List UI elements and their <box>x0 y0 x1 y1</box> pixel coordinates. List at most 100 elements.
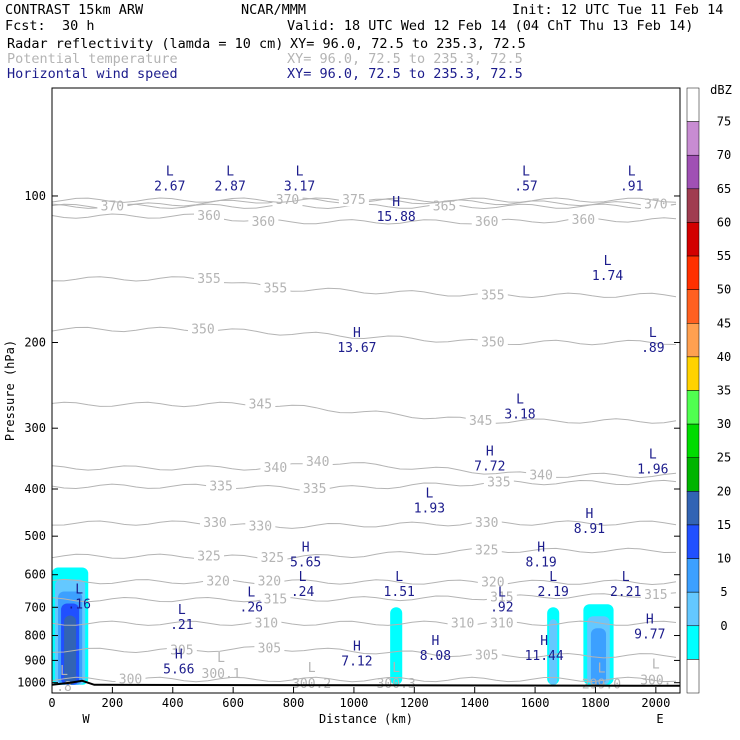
wind-extremum-marker: H <box>432 634 440 649</box>
wind-extremum-marker: L <box>649 448 657 463</box>
wind-extremum-marker: L <box>604 254 612 269</box>
y-tick-label: 300 <box>24 421 46 435</box>
theta-label-bg <box>471 515 502 530</box>
theta-contour-345 <box>51 401 677 424</box>
theta-contour-350 <box>51 326 677 346</box>
model-title: CONTRAST 15km ARW <box>5 2 144 18</box>
theta-label-345: 345 <box>469 414 492 429</box>
valid-time: Valid: 18 UTC Wed 12 Feb 14 (04 ChT Thu … <box>287 18 693 34</box>
theta-label-bg <box>203 573 234 588</box>
reflectivity-cell-0-level-4 <box>64 615 77 685</box>
theta-label-370: 370 <box>101 199 124 214</box>
wind-extremum-value: 7.12 <box>341 655 372 670</box>
theta-label-310: 310 <box>255 616 278 631</box>
wind-extremum-value: .91 <box>620 180 643 195</box>
colorbar-swatch <box>686 154 700 190</box>
wind-extremum-value: 1.51 <box>384 585 415 600</box>
colorbar-swatch <box>686 591 700 627</box>
theta-label-bg <box>245 396 276 411</box>
colorbar-swatch <box>686 524 700 559</box>
theta-label-bg <box>338 192 369 207</box>
theta-label-325: 325 <box>475 543 498 558</box>
wind-extremum-value: .89 <box>641 341 664 356</box>
wind-extremum-value: .26 <box>240 600 263 615</box>
theta-label-305: 305 <box>475 649 498 664</box>
wind-extremum-value: 8.08 <box>420 649 451 664</box>
wind-extremum-value: 3.18 <box>504 407 535 422</box>
colorbar-label: 25 <box>717 451 731 465</box>
y-tick-label: 1000 <box>17 676 46 690</box>
terrain-line <box>51 679 681 687</box>
colorbar-swatch <box>686 491 700 526</box>
wind-extremum-marker: L <box>622 570 630 585</box>
theta-contour-310 <box>51 620 677 627</box>
theta-label-315: 315 <box>264 593 287 608</box>
wind-extremum-marker: H <box>540 634 548 649</box>
theta-label-bg <box>260 459 291 474</box>
theta-label-bg <box>194 548 224 563</box>
reflectivity-cell-1-level-0 <box>390 607 403 685</box>
wind-extremum-marker: L <box>498 585 506 600</box>
theta-label-335: 335 <box>303 482 326 497</box>
theta-label-bg <box>486 589 517 604</box>
wind-extremum-value: 11.44 <box>525 649 564 664</box>
colorbar-swatch <box>686 255 700 290</box>
theta-label-bg <box>260 591 291 606</box>
theta-label-310: 310 <box>490 616 513 631</box>
theta-label-bg <box>471 542 502 557</box>
wind-extremum-marker: L <box>75 582 83 597</box>
theta-label-320: 320 <box>206 575 229 590</box>
theta-label-bg <box>254 640 285 655</box>
theta-label-bg <box>245 518 276 533</box>
wind-extremum-marker: L <box>226 165 234 180</box>
wind-extremum-value: 5.65 <box>290 556 321 571</box>
theta-extremum-marker: L <box>308 661 316 676</box>
wind-extremum-value: 3.17 <box>284 180 315 195</box>
wind-extremum-marker: L <box>299 570 307 585</box>
theta-label-365: 365 <box>433 199 456 214</box>
wind-extremum-value: 13.67 <box>337 341 376 356</box>
wind-extrema: L2.67L2.87L3.17H15.88L.57L.91L1.74H13.67… <box>51 165 681 687</box>
theta-label-350: 350 <box>191 322 214 337</box>
wind-extremum-value: 2.19 <box>538 585 569 600</box>
theta-label-bg <box>254 573 285 588</box>
theta-label-bg <box>251 615 282 630</box>
theta-label-325: 325 <box>197 549 220 564</box>
theta-label-bg <box>194 208 224 223</box>
wind-extremum-value: 8.19 <box>525 556 556 571</box>
theta-contour-330 <box>51 520 677 529</box>
theta-label-300: 300 <box>119 672 142 687</box>
colorbar-label: 50 <box>717 283 731 297</box>
wind-extremum-value: 5.66 <box>163 662 194 677</box>
theta-label-370: 370 <box>276 193 299 208</box>
axes: 0 200 400 600 800 1000 1200 1400 1600 1800 2000 100… <box>3 87 681 726</box>
reflectivity-cell-3-level-2 <box>590 628 607 685</box>
y-tick-label: 400 <box>24 482 46 496</box>
wind-extremum-value: 1.74 <box>592 269 623 284</box>
theta-label-355: 355 <box>197 272 220 287</box>
x-tick-label: 2000 <box>641 696 670 710</box>
theta-label-bg <box>166 642 197 657</box>
theta-label-330: 330 <box>249 520 272 535</box>
theta-label-320: 320 <box>481 575 504 590</box>
wind-extremum-marker: H <box>392 195 400 210</box>
wind-extremum-value: 2.67 <box>154 180 185 195</box>
theta-label-315: 315 <box>644 588 667 603</box>
colorbar-label: 60 <box>717 215 731 229</box>
colorbar-swatch <box>686 356 700 391</box>
theta-label-bg <box>429 198 460 213</box>
colorbar-label: 15 <box>717 518 731 532</box>
x-axis-label: Distance (km) <box>319 712 413 726</box>
theta-contour-300 <box>51 676 677 683</box>
x-tick-label: 1400 <box>460 696 489 710</box>
theta-label-330: 330 <box>203 516 226 531</box>
theta-label-330: 330 <box>475 516 498 531</box>
field-xy-theta: XY= 96.0, 72.5 to 235.3, 72.5 <box>287 51 523 67</box>
theta-contour-325 <box>51 547 677 561</box>
x-tick-label: 200 <box>102 696 124 710</box>
wind-extremum-marker: H <box>175 647 183 662</box>
y-axis-label: Pressure (hPa) <box>3 340 17 441</box>
theta-label-355: 355 <box>481 288 504 303</box>
